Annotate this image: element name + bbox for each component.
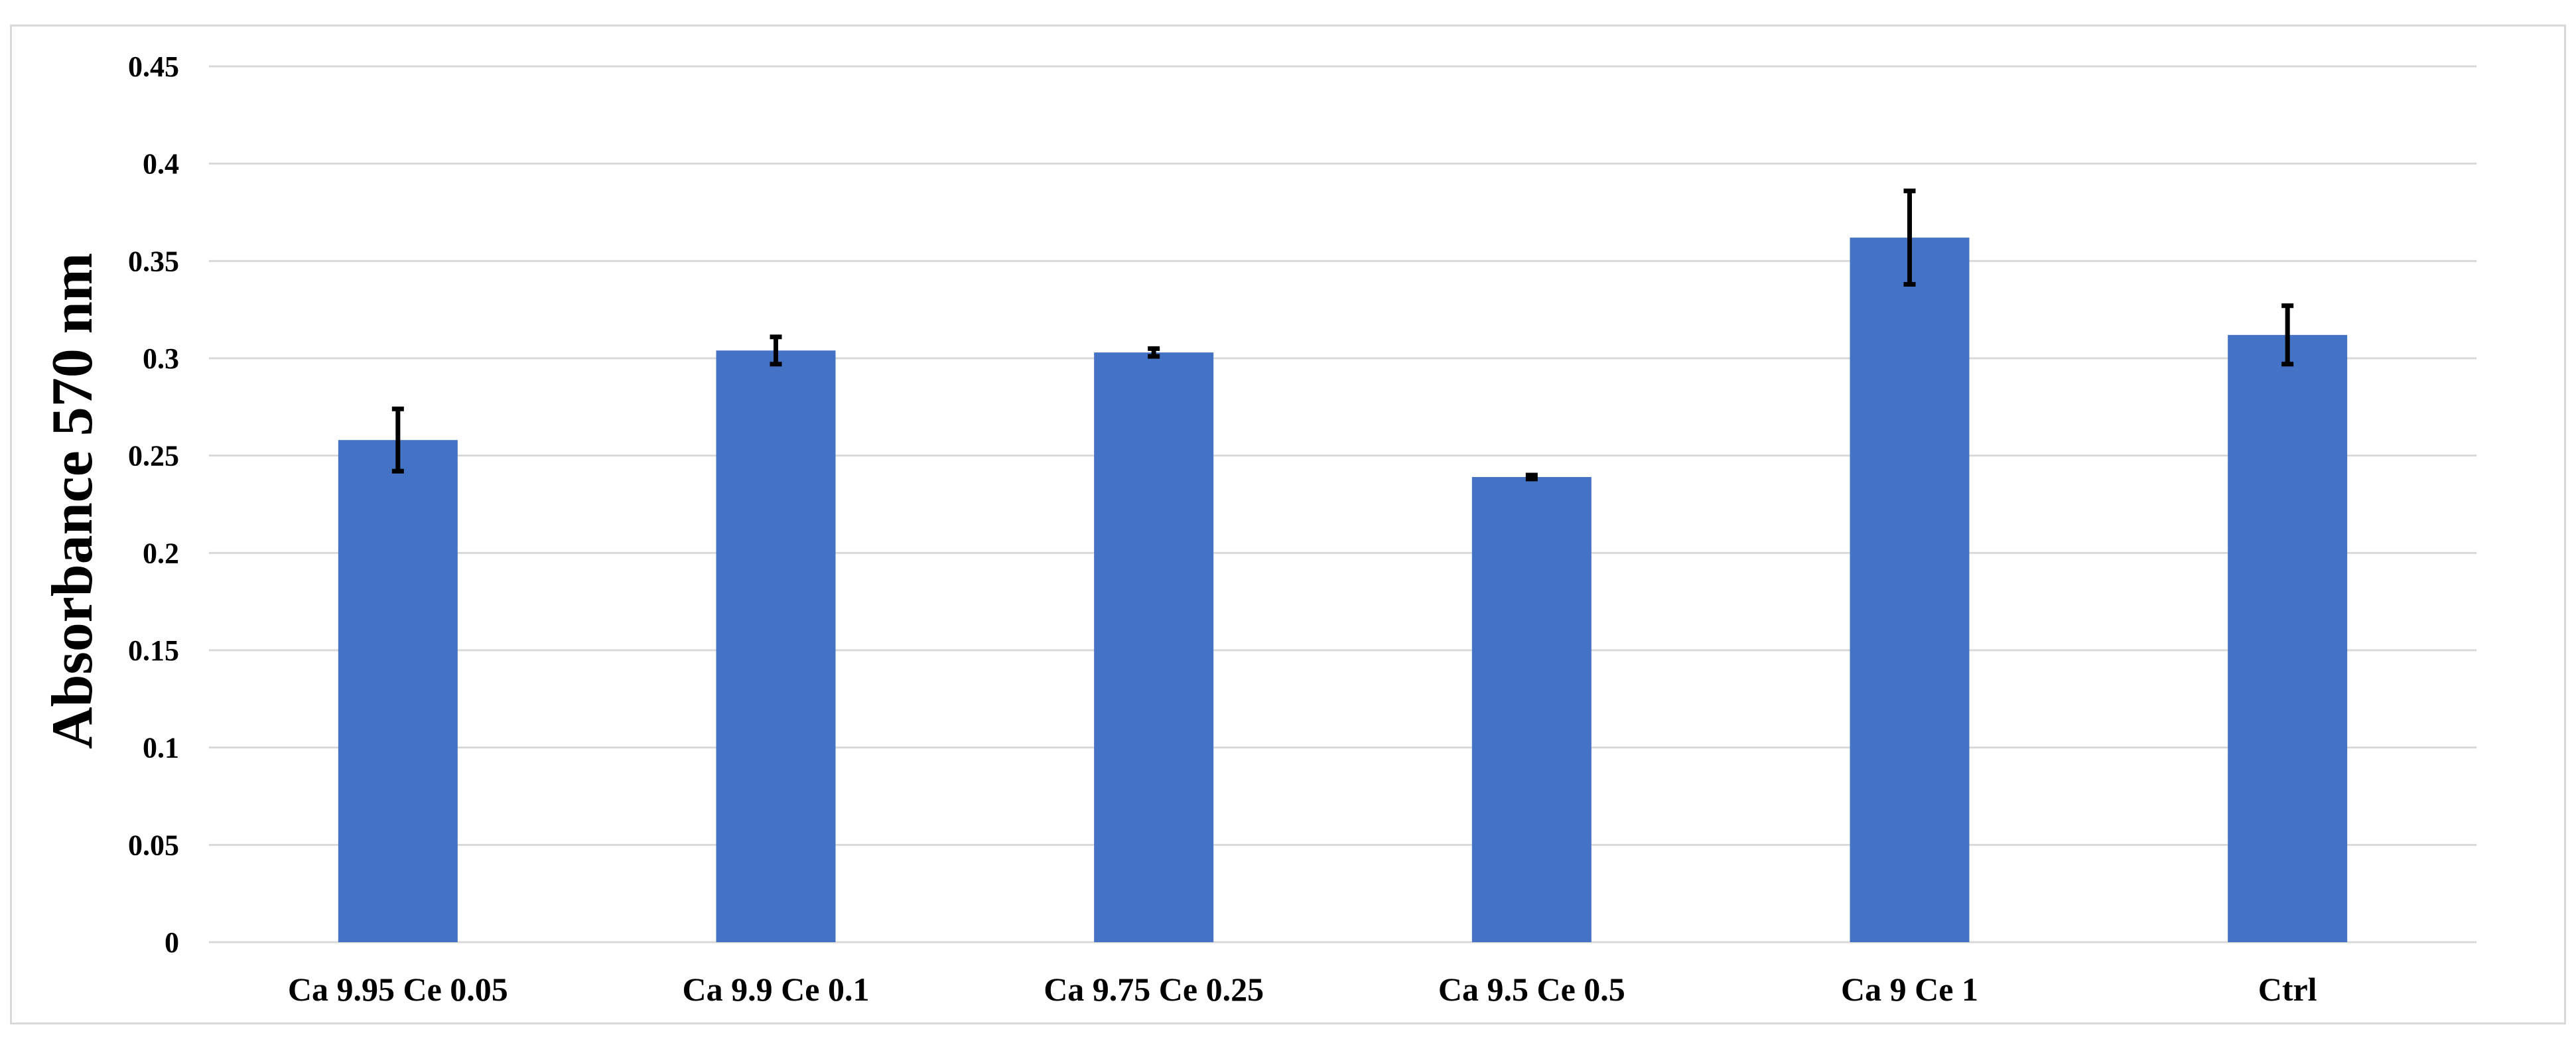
y-tick-label: 0.3 bbox=[143, 342, 179, 375]
x-category-label: Ca 9.95 Ce 0.05 bbox=[288, 971, 508, 1008]
x-axis-categories: Ca 9.95 Ce 0.05 Ca 9.9 Ce 0.1 Ca 9.75 Ce 0… bbox=[288, 971, 2317, 1008]
error-bar bbox=[770, 334, 782, 367]
error-bar bbox=[2281, 303, 2294, 367]
x-category-label: Ca 9.9 Ce 0.1 bbox=[683, 971, 870, 1008]
y-tick-label: 0.2 bbox=[143, 537, 179, 569]
x-category-label: Ca 9 Ce 1 bbox=[1841, 971, 1978, 1008]
y-tick-label: 0.4 bbox=[143, 148, 179, 180]
x-category-label: Ctrl bbox=[2258, 971, 2317, 1008]
error-bar bbox=[391, 406, 404, 474]
bars bbox=[338, 238, 2348, 943]
y-tick-label: 0.25 bbox=[128, 440, 179, 472]
y-tick-label: 0.35 bbox=[128, 245, 179, 277]
x-category-label: Ca 9.5 Ce 0.5 bbox=[1438, 971, 1625, 1008]
y-axis-ticks: 0 0.05 0.1 0.15 0.2 0.25 0.3 0.35 0.4 0.45 bbox=[128, 50, 179, 959]
bar bbox=[1850, 238, 1970, 943]
error-bar bbox=[1903, 188, 1916, 287]
y-tick-label: 0.05 bbox=[128, 829, 179, 861]
bar bbox=[716, 350, 836, 942]
error-bars bbox=[391, 188, 2294, 482]
x-category-label: Ca 9.75 Ce 0.25 bbox=[1044, 971, 1264, 1008]
error-bar bbox=[1148, 346, 1160, 359]
y-tick-label: 0 bbox=[165, 926, 179, 959]
y-tick-label: 0.45 bbox=[128, 50, 179, 83]
gridlines bbox=[209, 65, 2476, 944]
y-tick-label: 0.1 bbox=[143, 732, 179, 764]
y-tick-label: 0.15 bbox=[128, 634, 179, 667]
error-bar bbox=[1525, 472, 1538, 482]
bar bbox=[338, 440, 458, 942]
y-axis-title: Absorbance 570 nm bbox=[40, 253, 105, 749]
bar bbox=[2228, 334, 2348, 942]
bar bbox=[1094, 352, 1214, 942]
bar bbox=[1471, 476, 1592, 942]
